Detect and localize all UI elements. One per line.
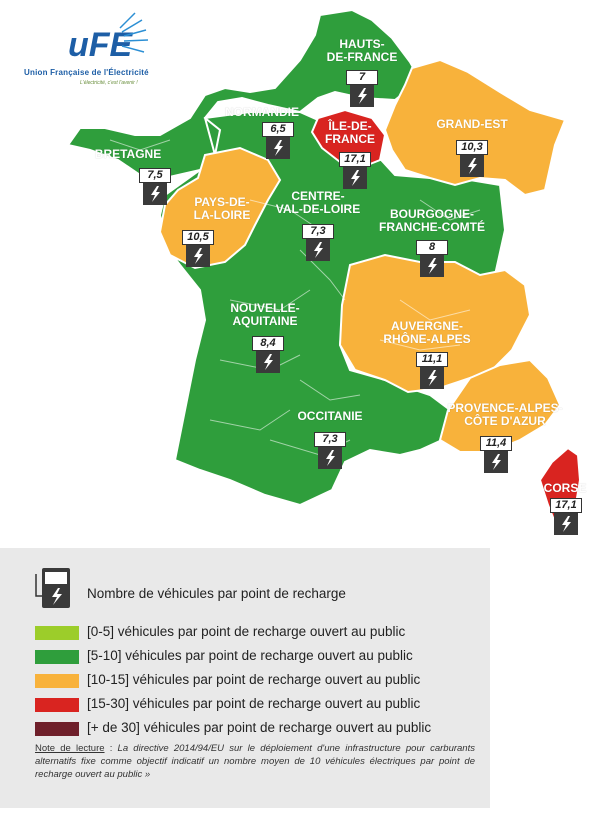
charging-station-icon [350, 85, 374, 107]
legend-item-label: [5-10] véhicules par point de recharge o… [87, 648, 413, 663]
charging-value: 7,5 [139, 168, 171, 183]
charging-badge-hauts-de-france: 7 [346, 68, 378, 108]
region-label-centre-val-de-loire: CENTRE- VAL-DE-LOIRE [275, 189, 361, 216]
region-label-nouvelle-aquitaine: NOUVELLE- AQUITAINE [230, 301, 300, 328]
region-label-corse: CORSE [543, 481, 587, 495]
charging-badge-auvergne-rhone-alpes: 11,1 [416, 350, 448, 390]
charging-badge-corse: 17,1 [550, 496, 582, 536]
legend-swatch [35, 674, 79, 688]
legend-item: [5-10] véhicules par point de recharge o… [35, 648, 485, 666]
note-label: Note de lecture [35, 743, 105, 754]
charging-value: 7 [346, 70, 378, 85]
charging-station-icon [256, 351, 280, 373]
region-label-pays-de-la-loire: PAYS-DE- LA-LOIRE [193, 195, 251, 222]
charging-value: 11,4 [480, 436, 512, 451]
legend-item: [10-15] véhicules par point de recharge … [35, 672, 485, 690]
charging-value: 8,4 [252, 336, 284, 351]
region-label-bourgogne-franche-comte: BOURGOGNE- FRANCHE-COMTÉ [379, 207, 485, 234]
reading-note: Note de lecture : La directive 2014/94/E… [35, 743, 475, 780]
region-label-ile-de-france: ÎLE-DE- FRANCE [325, 119, 375, 146]
charging-badge-centre-val-de-loire: 7,3 [302, 222, 334, 262]
legend-swatch [35, 722, 79, 736]
legend-item: [15-30] véhicules par point de recharge … [35, 696, 485, 714]
region-label-normandie: NORMANDIE [225, 105, 299, 119]
logo-tagline: L'électricité, c'est l'avenir ! [80, 80, 138, 86]
charging-value: 6,5 [262, 122, 294, 137]
region-label-occitanie: OCCITANIE [297, 409, 363, 423]
region-shape-auvergne-rhone-alpes [338, 253, 532, 394]
legend-header: Nombre de véhicules par point de recharg… [32, 566, 482, 610]
region-label-grand-est: GRAND-EST [436, 117, 508, 131]
charging-station-icon [484, 451, 508, 473]
legend-swatch [35, 698, 79, 712]
charging-station-icon [35, 568, 70, 608]
charging-station-icon [186, 245, 210, 267]
charging-badge-normandie: 6,5 [262, 120, 294, 160]
legend-item-label: [10-15] véhicules par point de recharge … [87, 672, 421, 687]
charging-badge-pays-de-la-loire: 10,5 [182, 228, 214, 268]
legend-item-label: [+ de 30] véhicules par point de recharg… [87, 720, 432, 735]
charging-badge-occitanie: 7,3 [314, 430, 346, 470]
legend-item: [0-5] véhicules par point de recharge ou… [35, 624, 485, 642]
charging-station-icon [554, 513, 578, 535]
charging-value: 10,5 [182, 230, 214, 245]
region-label-auvergne-rhone-alpes: AUVERGNE- RHÔNE-ALPES [383, 319, 471, 346]
region-shape-provence-alpes-cote-d-azur [438, 358, 562, 453]
charging-station-icon [420, 367, 444, 389]
ufe-logo: uFE Union Française de l'Électricité L'é… [10, 8, 160, 86]
france-regions-map [66, 8, 582, 534]
legend-swatch [35, 650, 79, 664]
charging-badge-ile-de-france: 17,1 [339, 150, 371, 190]
region-label-hauts-de-france: HAUTS- DE-FRANCE [326, 37, 398, 64]
charging-station-icon [460, 155, 484, 177]
charging-station-icon [420, 255, 444, 277]
charging-badge-nouvelle-aquitaine: 8,4 [252, 334, 284, 374]
legend-swatch [35, 626, 79, 640]
legend-item: [+ de 30] véhicules par point de recharg… [35, 720, 485, 738]
charging-value: 10,3 [456, 140, 488, 155]
legend-panel: Nombre de véhicules par point de recharg… [0, 548, 490, 808]
charging-value: 17,1 [339, 152, 371, 167]
region-label-provence-alpes-cote-d-azur: PROVENCE-ALPES- CÔTE D'AZUR [447, 401, 563, 428]
charging-station-icon [318, 447, 342, 469]
note-text: La directive 2014/94/EU sur le déploieme… [35, 743, 475, 780]
charging-value: 7,3 [302, 224, 334, 239]
charging-value: 7,3 [314, 432, 346, 447]
legend-item-label: [0-5] véhicules par point de recharge ou… [87, 624, 406, 639]
legend-item-label: [15-30] véhicules par point de recharge … [87, 696, 421, 711]
charging-badge-bourgogne-franche-comte: 8 [416, 238, 448, 278]
charging-value: 8 [416, 240, 448, 255]
region-label-bretagne: BRETAGNE [94, 147, 162, 161]
logo-name: Union Française de l'Électricité [24, 68, 149, 77]
region-shape-grand-est [383, 58, 567, 197]
charging-value: 11,1 [416, 352, 448, 367]
charging-badge-bretagne: 7,5 [139, 166, 171, 206]
charging-station-icon [343, 167, 367, 189]
charging-station-icon [266, 137, 290, 159]
charging-badge-grand-est: 10,3 [456, 138, 488, 178]
charging-station-icon [306, 239, 330, 261]
ufe-logo-mark: uFE [68, 12, 149, 64]
charging-badge-provence-alpes-cote-d-azur: 11,4 [480, 434, 512, 474]
charging-value: 17,1 [550, 498, 582, 513]
charging-station-icon [143, 183, 167, 205]
legend-title: Nombre de véhicules par point de recharg… [87, 586, 346, 601]
